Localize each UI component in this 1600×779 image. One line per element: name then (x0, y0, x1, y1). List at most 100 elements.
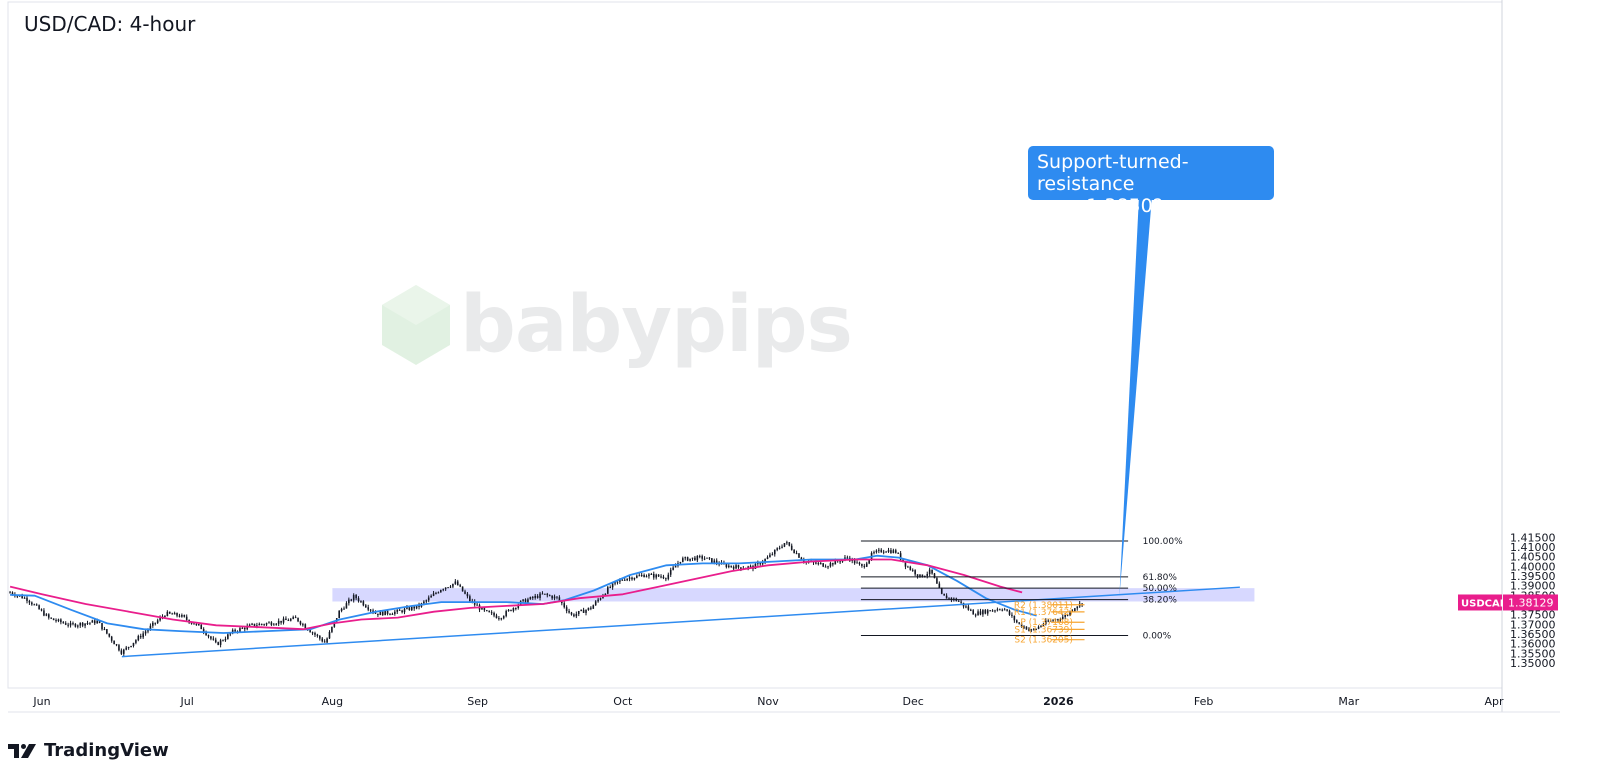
annotation-callout: Support-turned-resistance near 1.3850? (1028, 146, 1274, 217)
candle-body (515, 607, 517, 609)
candle-body (585, 609, 587, 613)
candle-body (130, 645, 132, 647)
candle-body (1018, 622, 1020, 624)
candle-body (773, 549, 776, 555)
candle-body (139, 636, 142, 638)
annotation-line-1: Support-turned-resistance (1037, 151, 1189, 195)
candle-body (210, 636, 212, 639)
candle-body (328, 631, 331, 639)
candle-body (386, 610, 389, 614)
candle-body (154, 622, 157, 624)
candle-body (311, 632, 314, 634)
candle-body (795, 553, 798, 555)
candle-body (730, 565, 733, 567)
candle-body (227, 634, 229, 639)
candle-body (817, 563, 820, 565)
candle-body (127, 646, 130, 648)
candle-body (198, 624, 200, 626)
watermark-text: babypips (460, 280, 853, 370)
candle-body (824, 566, 827, 568)
candle-body (149, 625, 152, 630)
candle-body (689, 558, 691, 561)
candle-body (333, 621, 336, 627)
candle-body (684, 557, 687, 559)
candle-body (1028, 629, 1030, 631)
candle-body (287, 620, 290, 622)
candle-body (986, 610, 989, 614)
candle-body (989, 610, 991, 612)
candle-body (667, 574, 670, 579)
support-resistance-zone (332, 588, 1255, 602)
candle-body (553, 596, 556, 599)
candle-body (47, 614, 50, 618)
fib-level-label: 61.80% (1143, 573, 1178, 583)
candle-body (786, 542, 788, 544)
candle-body (96, 620, 98, 624)
candle-body (379, 611, 382, 616)
candle-body (640, 574, 643, 576)
candle-body (926, 574, 929, 576)
candle-body (72, 623, 74, 625)
candle-body (669, 569, 672, 575)
candle-body (991, 610, 994, 612)
x-tick-label: 2026 (1043, 695, 1074, 708)
candle-body (357, 598, 360, 602)
fib-level-label: 38.20% (1143, 596, 1178, 606)
candle-body (248, 624, 251, 626)
candle-body (936, 578, 938, 584)
candle-body (200, 624, 203, 630)
candle-body (708, 557, 711, 559)
y-tick-label: 1.37500 (1510, 609, 1556, 622)
candle-body (957, 600, 960, 602)
candle-body (77, 625, 79, 627)
candle-body (517, 604, 520, 608)
candle-body (749, 565, 752, 567)
candle-body (645, 576, 648, 578)
candle-body (350, 599, 353, 601)
candle-body (1042, 624, 1045, 626)
footer-brand[interactable]: TradingView (8, 740, 169, 761)
candle-body (408, 607, 411, 611)
candle-body (190, 622, 193, 624)
candle-body (606, 587, 609, 594)
candle-body (413, 606, 415, 609)
candle-body (406, 607, 408, 609)
candle-body (316, 634, 319, 636)
candle-body (1030, 629, 1033, 631)
candle-body (732, 566, 735, 569)
candle-body (861, 564, 863, 566)
candle-body (1076, 606, 1079, 609)
candle-body (437, 592, 440, 594)
candle-body (62, 622, 65, 624)
candle-body (909, 566, 912, 570)
candle-body (522, 599, 524, 601)
candle-body (887, 550, 890, 552)
candle-body (965, 606, 967, 608)
candle-body (454, 581, 457, 584)
candle-body (921, 574, 924, 578)
candle-body (940, 587, 943, 594)
candle-body (856, 562, 858, 564)
candle-body (834, 560, 837, 565)
candle-body (352, 595, 355, 601)
candle-body (485, 610, 488, 612)
candle-body (853, 559, 856, 564)
candle-body (657, 574, 660, 577)
candle-body (839, 561, 841, 563)
candle-body (498, 618, 500, 620)
candle-body (231, 629, 234, 634)
candle-body (142, 633, 144, 638)
candle-body (875, 550, 878, 553)
candle-body (132, 642, 135, 646)
candle-body (410, 606, 413, 611)
candle-body (858, 562, 861, 565)
candle-body (427, 597, 430, 601)
candle-body (1064, 614, 1066, 617)
candle-body (430, 595, 432, 598)
candle-body (391, 613, 394, 615)
candle-body (776, 548, 778, 550)
candle-body (512, 608, 515, 611)
candle-body (829, 563, 832, 567)
moving-average-slow (9, 558, 1023, 631)
candle-body (122, 649, 125, 654)
